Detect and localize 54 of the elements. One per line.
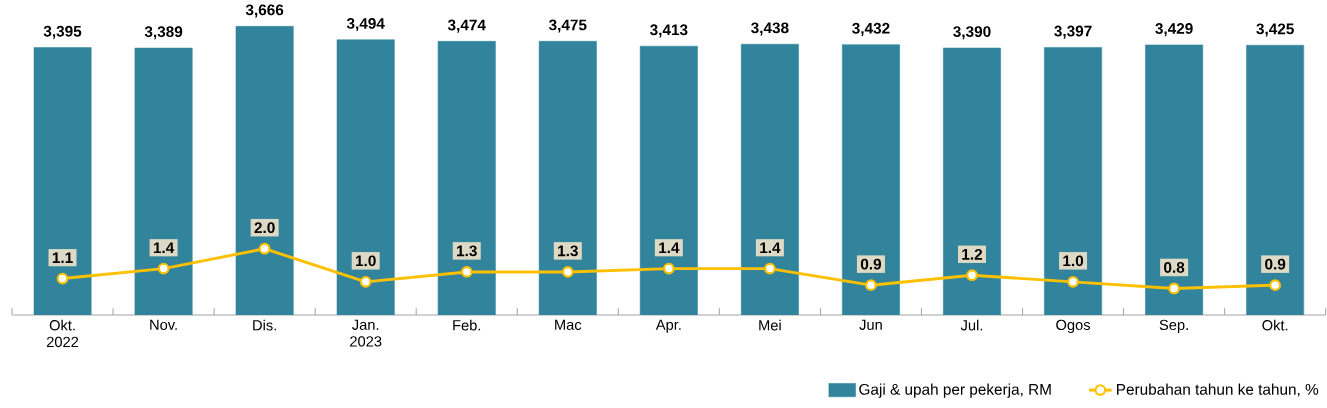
data-label: 1.4	[659, 242, 680, 253]
point	[966, 269, 978, 281]
point	[157, 262, 170, 275]
x-tick-label: Mac	[555, 319, 582, 330]
x-tick-label: Feb.	[453, 319, 481, 331]
x-tick-label: Mei	[759, 319, 781, 331]
data-label: 3,395	[43, 25, 82, 39]
data-label: 2.0	[254, 222, 275, 233]
data-label: 3,389	[144, 26, 183, 40]
x-tick-label: Nov.	[150, 319, 177, 330]
data-label: 1.0	[1063, 255, 1084, 267]
legend-label: Perubahan tahun ke tahun, %	[1117, 383, 1319, 397]
data-label: 1.2	[962, 248, 983, 260]
data-label: 1.3	[558, 245, 578, 257]
x-tick-label: Okt. 2022	[46, 319, 79, 347]
x-tick-label: Ogos	[1056, 319, 1091, 333]
data-label: 3,432	[852, 22, 890, 36]
data-label: 3,425	[1256, 23, 1294, 37]
data-label: 0.8	[1164, 261, 1185, 273]
x-tick-label: Okt.	[1262, 319, 1288, 331]
point	[561, 265, 574, 278]
data-label: 3,438	[751, 22, 789, 36]
legend-label: Gaji & upah per pekerja, RM	[859, 383, 1051, 398]
data-label: 0.9	[1265, 258, 1286, 270]
data-label: 3,474	[447, 19, 486, 33]
x-tick-label: Sep.	[1159, 319, 1188, 333]
data-label: 3,494	[346, 17, 385, 31]
data-label: 3,397	[1054, 25, 1092, 39]
point	[865, 279, 877, 291]
point	[1067, 275, 1079, 288]
point	[1269, 279, 1282, 291]
data-label: 0.9	[860, 258, 882, 270]
data-label: 1.1	[52, 252, 73, 263]
point	[56, 272, 69, 285]
x-tick-label: Apr.	[655, 319, 681, 333]
point	[359, 275, 372, 288]
data-label: 1.0	[355, 255, 376, 267]
point	[1168, 282, 1180, 295]
point	[662, 262, 675, 275]
data-label: 3,666	[245, 4, 284, 18]
data-label: 3,390	[953, 26, 991, 40]
x-tick-label: Jun	[859, 319, 882, 330]
x-tick-label: Dis.	[253, 319, 276, 331]
x-tick-label: Jan. 2023	[350, 319, 382, 347]
point	[258, 242, 271, 255]
data-label: 3,413	[650, 24, 688, 38]
data-label: 3,429	[1155, 22, 1193, 36]
data-label: 1.4	[153, 242, 175, 253]
data-label: 1.4	[760, 242, 781, 253]
x-tick-label: Jul.	[960, 319, 983, 331]
data-label: 1.3	[457, 245, 477, 257]
point	[460, 265, 473, 278]
data-label: 3,475	[548, 19, 587, 33]
point	[764, 262, 776, 275]
